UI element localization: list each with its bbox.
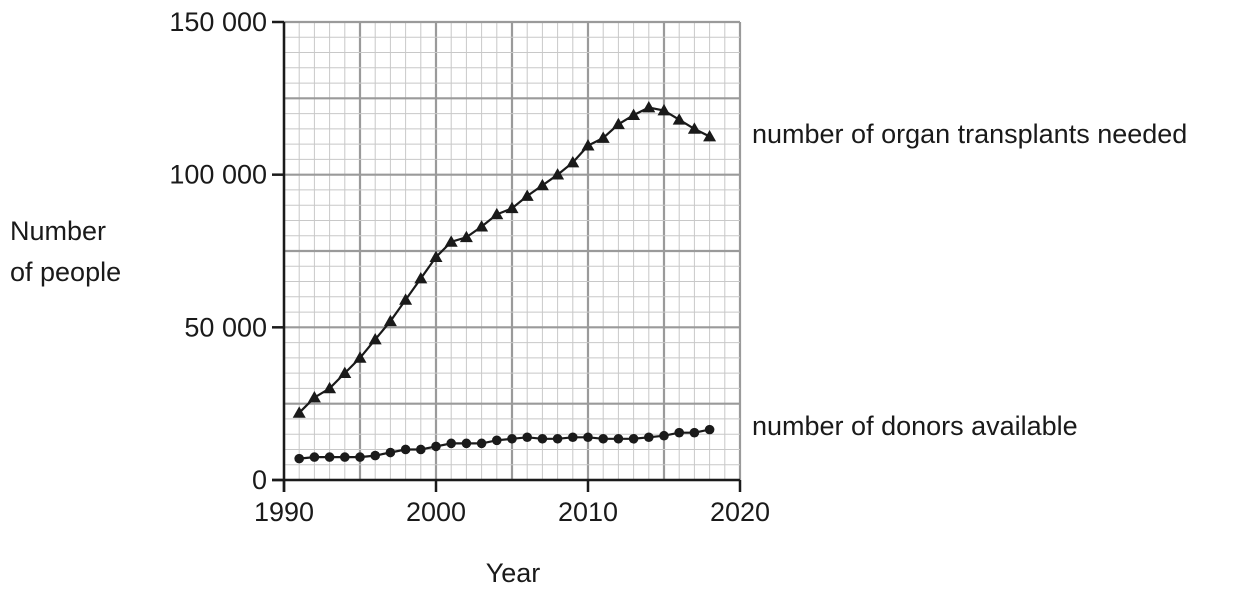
triangle-marker xyxy=(642,100,656,113)
y-tick-label: 150 000 xyxy=(169,7,267,37)
circle-marker xyxy=(522,432,532,443)
triangle-marker xyxy=(475,220,489,232)
tick-labels: 0 50 000 100 000 150 000 1990 2000 2010 2020 xyxy=(169,7,770,527)
triangle-marker xyxy=(672,113,686,125)
triangle-marker xyxy=(353,351,367,363)
triangle-marker xyxy=(490,207,504,220)
x-tick-label: 1990 xyxy=(254,497,314,527)
circle-marker xyxy=(568,432,578,443)
triangle-marker xyxy=(383,314,397,327)
circle-marker xyxy=(583,432,593,443)
grid xyxy=(282,20,742,482)
x-axis-label: Year xyxy=(486,558,541,588)
circle-marker xyxy=(613,433,624,444)
circle-marker xyxy=(552,433,563,444)
y-axis-label-line-2: of people xyxy=(10,257,121,287)
triangle-marker xyxy=(535,178,549,191)
circle-marker xyxy=(446,438,457,449)
series-label-transplants-needed: number of organ transplants needed xyxy=(752,119,1187,149)
triangle-marker xyxy=(292,406,306,418)
triangle-marker xyxy=(657,104,671,116)
circle-marker xyxy=(598,433,608,444)
circle-marker xyxy=(294,453,305,464)
axes xyxy=(272,20,742,492)
triangle-marker xyxy=(703,130,717,142)
triangle-marker xyxy=(596,131,610,143)
circle-marker xyxy=(400,444,411,455)
circle-marker xyxy=(492,435,502,446)
triangle-marker xyxy=(611,117,625,130)
x-tick-label: 2010 xyxy=(558,497,618,527)
triangle-marker xyxy=(368,333,382,345)
circle-marker xyxy=(537,433,548,444)
triangle-marker xyxy=(581,139,595,151)
triangle-marker xyxy=(323,381,337,394)
triangle-marker xyxy=(338,366,352,379)
triangle-marker xyxy=(459,230,473,243)
triangle-marker xyxy=(399,293,413,305)
series-line-donors-available xyxy=(299,428,710,460)
triangle-marker xyxy=(505,201,519,214)
y-tick-label: 50 000 xyxy=(184,312,267,342)
circle-marker xyxy=(659,430,669,441)
triangle-marker xyxy=(414,271,428,284)
data-markers xyxy=(292,100,717,464)
circle-marker xyxy=(689,427,700,438)
triangle-marker xyxy=(627,108,641,121)
triangle-marker xyxy=(551,168,565,180)
y-axis-label-line-1: Number xyxy=(10,216,106,246)
circle-marker xyxy=(385,447,396,458)
triangle-marker xyxy=(307,391,321,403)
circle-marker xyxy=(628,433,639,444)
circle-marker xyxy=(340,452,350,462)
circle-marker xyxy=(431,441,441,452)
circle-marker xyxy=(309,452,320,462)
x-tick-label: 2020 xyxy=(710,497,770,527)
circle-marker xyxy=(461,438,472,449)
triangle-marker xyxy=(566,155,580,168)
circle-marker xyxy=(704,424,715,435)
series-label-donors-available: number of donors available xyxy=(752,411,1078,441)
circle-marker xyxy=(355,452,365,462)
circle-marker xyxy=(370,450,381,461)
circle-marker xyxy=(674,427,684,438)
series-lines xyxy=(298,106,711,460)
triangle-marker xyxy=(520,189,534,201)
circle-marker xyxy=(507,433,517,444)
circle-marker xyxy=(644,432,654,443)
y-tick-label: 0 xyxy=(252,465,267,495)
triangle-marker xyxy=(687,122,701,134)
x-tick-label: 2000 xyxy=(406,497,466,527)
y-tick-label: 100 000 xyxy=(169,160,267,190)
circle-marker xyxy=(476,438,487,449)
circle-marker xyxy=(416,444,426,455)
triangle-marker xyxy=(444,235,458,247)
circle-marker xyxy=(324,452,335,462)
triangle-marker xyxy=(429,250,443,262)
series-line-transplants-needed xyxy=(298,106,711,414)
